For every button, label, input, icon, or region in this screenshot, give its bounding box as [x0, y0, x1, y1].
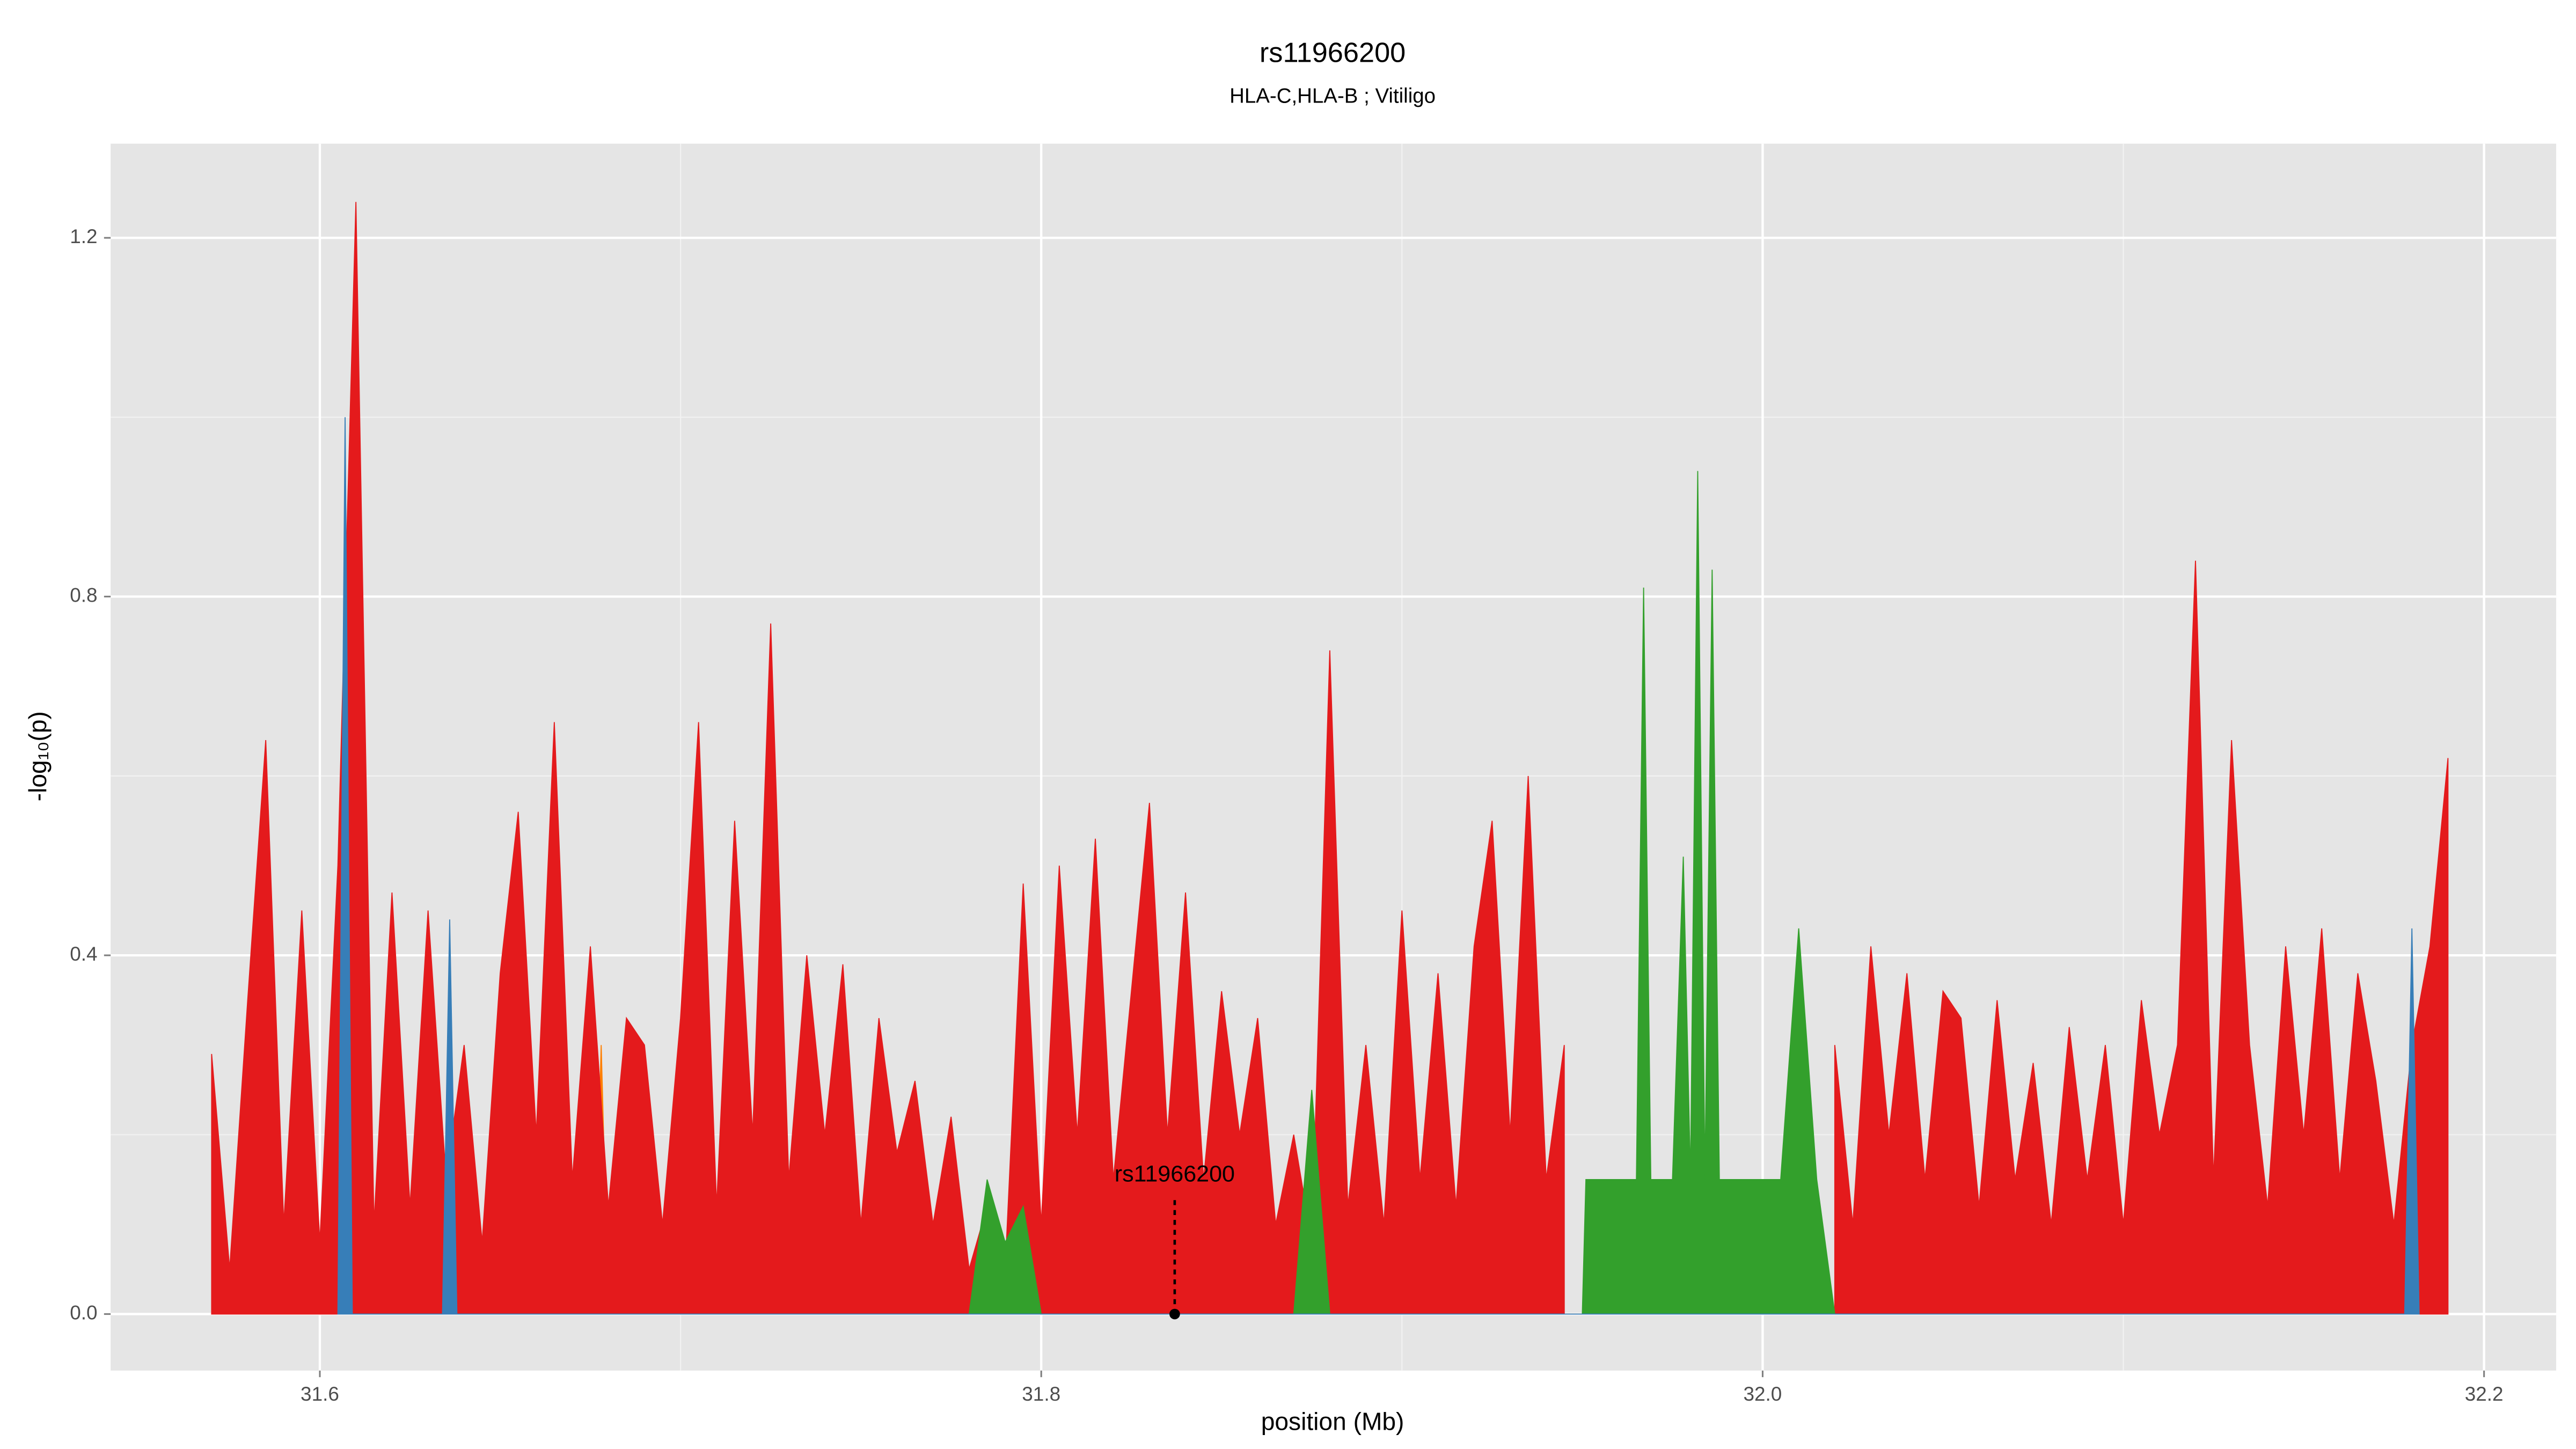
x-tick-label: 31.8	[1022, 1383, 1060, 1405]
area-series	[211, 202, 2449, 1315]
y-tick-label: 1.2	[70, 225, 97, 247]
y-axis-label: -log₁₀(p)	[24, 711, 52, 801]
y-tick-label: 0.8	[70, 584, 97, 606]
annotation-point	[1169, 1308, 1180, 1320]
area-series	[337, 417, 2420, 1315]
y-tick-label: 0.4	[70, 943, 97, 965]
x-tick-label: 32.0	[1744, 1383, 1782, 1405]
y-tick-label: 0.0	[70, 1301, 97, 1323]
chart-title: rs11966200	[1260, 37, 1406, 68]
chart-subtitle: HLA-C,HLA-B ; Vitiligo	[1230, 85, 1436, 108]
x-tick-label: 32.2	[2465, 1383, 2504, 1405]
annotation-label: rs11966200	[1115, 1161, 1235, 1187]
x-axis-label: position (Mb)	[1261, 1407, 1404, 1435]
x-tick-label: 31.6	[301, 1383, 339, 1405]
